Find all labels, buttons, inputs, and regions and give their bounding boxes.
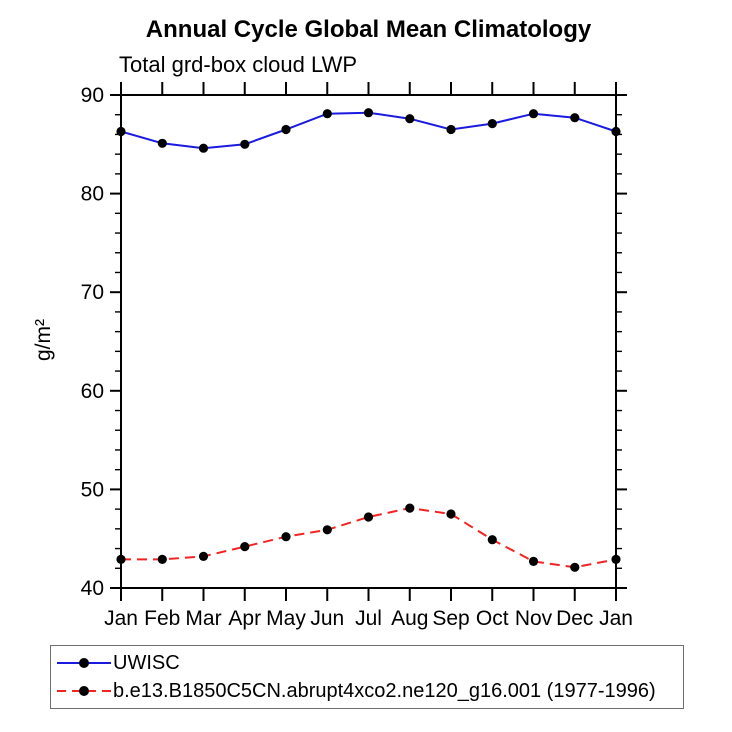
series-line-0 (120, 111, 617, 150)
svg-text:May: May (266, 607, 306, 630)
chart-subtitle: Total grd-box cloud LWP (119, 52, 358, 77)
svg-text:80: 80 (81, 183, 104, 206)
svg-text:Nov: Nov (515, 607, 553, 630)
x-axis-labels: Jan Feb Mar Apr May Jun Jul Aug Sep Oct Nov Dec Jan (104, 607, 633, 630)
svg-text:Jul: Jul (355, 607, 382, 630)
y-axis-major-ticks (110, 94, 627, 589)
svg-text:40: 40 (81, 577, 104, 600)
legend-line-sample-solid (57, 658, 111, 668)
legend-label: b.e13.B1850C5CN.abrupt4xco2.ne120_g16.00… (113, 679, 656, 702)
legend-label: UWISC (113, 651, 180, 674)
svg-text:Jan: Jan (599, 607, 633, 630)
svg-text:70: 70 (81, 281, 104, 304)
series-markers-1 (116, 503, 621, 572)
y-axis-minor-ticks (115, 114, 622, 569)
svg-text:Jan: Jan (104, 607, 138, 630)
svg-text:Apr: Apr (228, 607, 261, 630)
legend-line-sample-dashed (57, 686, 111, 696)
svg-text:Aug: Aug (391, 607, 428, 630)
svg-text:Jun: Jun (310, 607, 344, 630)
svg-text:Feb: Feb (144, 607, 180, 630)
svg-text:50: 50 (81, 478, 104, 501)
svg-text:Mar: Mar (185, 607, 221, 630)
x-axis-ticks (120, 82, 617, 601)
legend-box: UWISC b.e13.B1850C5CN.abrupt4xco2.ne120_… (50, 645, 684, 709)
legend-item-uwisc: UWISC (51, 649, 683, 677)
svg-text:90: 90 (81, 84, 104, 107)
svg-text:Sep: Sep (432, 607, 469, 630)
svg-text:Oct: Oct (476, 607, 509, 630)
svg-text:Dec: Dec (556, 607, 593, 630)
y-axis-labels: 40 50 60 70 80 90 (81, 84, 104, 600)
series-markers-0 (116, 108, 621, 153)
page-title: Annual Cycle Global Mean Climatology (145, 16, 592, 43)
legend-item-model: b.e13.B1850C5CN.abrupt4xco2.ne120_g16.00… (51, 677, 683, 705)
svg-text:60: 60 (81, 380, 104, 403)
